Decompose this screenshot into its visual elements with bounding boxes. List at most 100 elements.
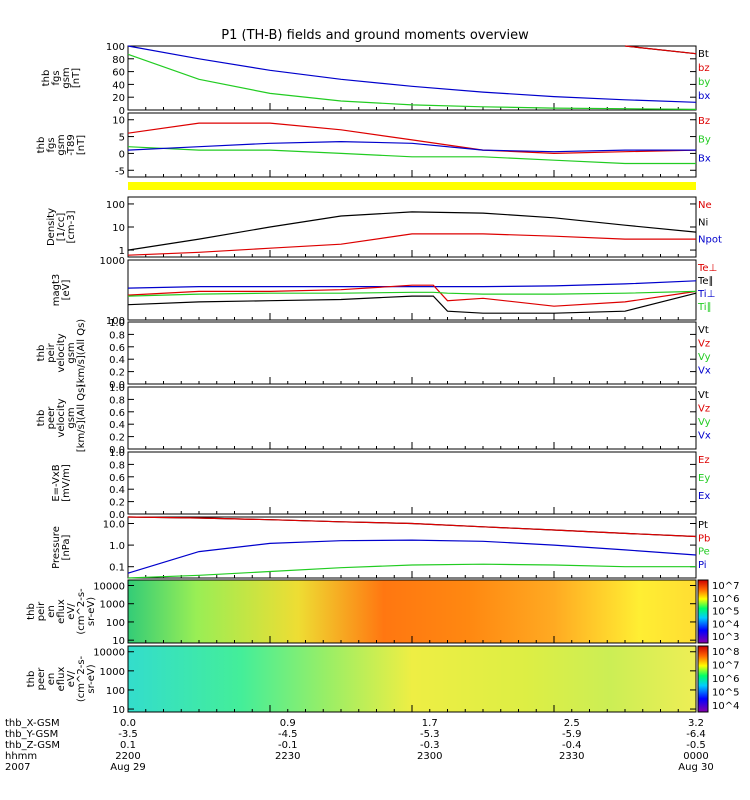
y-tick-label: 0.6	[109, 473, 125, 484]
y-tick-label: 0.2	[109, 433, 125, 444]
panel-frame	[127, 321, 697, 385]
legend-entry: Vt	[698, 390, 709, 401]
y-axis-label: gsm	[61, 67, 72, 88]
legend-entry: By	[698, 135, 711, 146]
y-axis-label: en	[46, 673, 57, 686]
y-tick-label: 10	[112, 705, 125, 716]
y-axis-label: [eV]	[61, 280, 72, 301]
legend-entry: Vx	[698, 366, 711, 377]
y-axis-label: (cm^2-s-	[76, 655, 87, 702]
y-tick-label: 100	[106, 686, 125, 697]
spectrogram-fill	[128, 580, 696, 643]
legend-entry: Vz	[698, 339, 710, 350]
colorbar-tick-label: 10^6	[712, 594, 739, 605]
y-tick-label: 1000	[100, 667, 125, 678]
y-axis-label: velocity	[56, 333, 67, 372]
x-tick-label: -0.5	[686, 740, 706, 751]
legend-entry: Pt	[698, 520, 708, 531]
legend-entry: Bx	[698, 153, 711, 164]
y-tick-label: -5	[115, 166, 125, 177]
legend-entry: Npot	[698, 235, 722, 246]
legend-entry: Pb	[698, 533, 710, 544]
y-axis-label: [mV/m]	[61, 464, 72, 502]
y-axis-label: thb	[36, 410, 47, 427]
legend-entry: Vy	[698, 417, 711, 428]
y-tick-label: 0.8	[109, 460, 125, 471]
legend-entry: bz	[698, 63, 710, 74]
colorbar	[697, 579, 709, 644]
colorbar-tick-label: 10^5	[712, 688, 739, 699]
colorbar-tick-label: 10^8	[712, 647, 739, 658]
legend-entry: Ti∥	[697, 302, 712, 313]
series-line	[127, 563, 696, 579]
legend-entry: Pi	[698, 560, 707, 571]
x-row-label: thb_Y-GSM	[5, 729, 58, 740]
y-axis-label: E=-VxB	[51, 464, 62, 501]
legend-entry: by	[698, 77, 710, 88]
y-axis-label: Pressure	[51, 526, 62, 569]
y-tick-label: 60	[112, 68, 125, 79]
y-tick-label: 0	[119, 149, 125, 160]
series-line	[127, 211, 697, 251]
x-tick-label: 2230	[275, 751, 300, 762]
y-tick-label: 1.0	[109, 541, 125, 552]
legend-entry: Ey	[698, 473, 710, 484]
y-axis-label: thb	[26, 603, 37, 620]
x-tick-label: 0.0	[120, 718, 136, 729]
y-tick-label: 5	[119, 133, 125, 144]
y-tick-label: 100	[106, 316, 125, 327]
legend-entry: Bt	[698, 49, 709, 60]
y-axis-label: eV/	[66, 603, 77, 620]
x-tick-label: -6.4	[686, 729, 706, 740]
x-row-label: thb_X-GSM	[5, 718, 60, 729]
legend-entry: Ni	[698, 217, 708, 228]
x-tick-label: 0.9	[280, 718, 296, 729]
x-tick-label: -5.3	[420, 729, 440, 740]
x-row-label: thb_Z-GSM	[5, 740, 60, 751]
y-tick-label: 0.4	[109, 420, 125, 431]
y-axis-label: peir	[46, 342, 57, 362]
y-axis-label: thb	[36, 137, 47, 154]
y-tick-label: 1.0	[109, 318, 125, 329]
series-line	[127, 290, 697, 297]
y-axis-label: gsm	[66, 342, 77, 363]
x-tick-label: -0.1	[278, 740, 298, 751]
legend-entry: bx	[698, 91, 710, 102]
y-axis-label: magt3	[51, 274, 62, 307]
colorbar-tick-label: 10^5	[712, 607, 739, 618]
y-axis-label: sr-eV)	[86, 597, 97, 626]
y-axis-label: thb	[26, 671, 37, 688]
y-tick-label: 0.0	[109, 510, 125, 521]
y-tick-label: 1.0	[109, 448, 125, 459]
series-line	[127, 146, 696, 165]
panel-frame	[127, 386, 697, 450]
legend-entry: Vt	[698, 325, 709, 336]
legend-entry: Ex	[698, 491, 710, 502]
legend-entry: Vx	[698, 431, 711, 442]
panel-frame	[127, 196, 697, 258]
y-axis-label: eflux	[56, 599, 67, 624]
y-axis-label: peer	[36, 667, 47, 691]
y-tick-label: 80	[112, 55, 125, 66]
y-axis-label: [km/s](All Qs)	[76, 384, 87, 452]
y-axis-label: thb	[41, 70, 52, 87]
x-row-label: hhmm	[5, 751, 37, 762]
y-tick-label: 0.2	[109, 498, 125, 509]
colorbar-tick-label: 10^7	[712, 581, 739, 592]
panel-frame	[127, 516, 697, 579]
y-tick-label: 10	[112, 636, 125, 647]
legend-entry: Vy	[698, 352, 711, 363]
x-tick-label: Aug 29	[110, 762, 145, 773]
y-axis-label: [nPa]	[61, 534, 72, 560]
y-axis-label: eV/	[66, 670, 77, 687]
x-tick-label: 0.1	[120, 740, 136, 751]
y-axis-label: velocity	[56, 398, 67, 437]
legend-entry: Ne	[698, 200, 712, 211]
series-line	[127, 516, 697, 538]
x-tick-label: 2200	[115, 751, 140, 762]
y-tick-label: 0.6	[109, 343, 125, 354]
y-tick-label: 1	[119, 246, 125, 257]
y-tick-label: 10000	[93, 581, 125, 592]
panel-frame	[127, 45, 697, 111]
panel-frame	[127, 451, 697, 515]
